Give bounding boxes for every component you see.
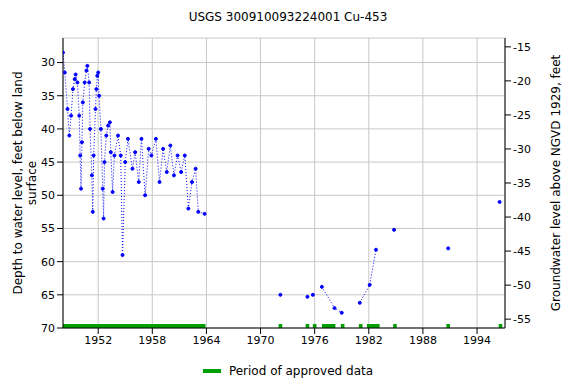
html-text:surface: surface — [25, 160, 39, 206]
svg-text:-25: -25 — [513, 109, 531, 122]
svg-text:70: 70 — [41, 322, 55, 335]
html-text:Depth to water level, feet bel: Depth to water level, feet below land — [11, 71, 25, 295]
svg-text:-50: -50 — [513, 279, 531, 292]
svg-text:50: 50 — [41, 189, 55, 202]
svg-text:-45: -45 — [513, 245, 531, 258]
svg-text:35: 35 — [41, 90, 55, 103]
svg-text:1994: 1994 — [463, 334, 491, 347]
svg-text:1970: 1970 — [247, 334, 275, 347]
svg-text:1982: 1982 — [355, 334, 383, 347]
html-text:Period of approved data: Period of approved data — [228, 364, 374, 378]
svg-text:45: 45 — [41, 156, 55, 169]
svg-text:-20: -20 — [513, 75, 531, 88]
svg-text:30: 30 — [41, 56, 55, 69]
svg-text:-30: -30 — [513, 143, 531, 156]
svg-text:60: 60 — [41, 256, 55, 269]
svg-text:-55: -55 — [513, 313, 531, 326]
svg-text:-35: -35 — [513, 177, 531, 190]
svg-text:1964: 1964 — [192, 334, 220, 347]
svg-text:55: 55 — [41, 222, 55, 235]
html-text:USGS 300910093224001 Cu-453: USGS 300910093224001 Cu-453 — [188, 10, 388, 24]
svg-text:-40: -40 — [513, 211, 531, 224]
svg-text:1958: 1958 — [138, 334, 166, 347]
html-text:Groundwater level above NGVD 1: Groundwater level above NGVD 1929, feet — [549, 54, 563, 312]
svg-text:1976: 1976 — [301, 334, 329, 347]
svg-text:65: 65 — [41, 289, 55, 302]
svg-text:40: 40 — [41, 123, 55, 136]
svg-text:1952: 1952 — [84, 334, 112, 347]
svg-text:1988: 1988 — [409, 334, 437, 347]
svg-text:-15: -15 — [513, 41, 531, 54]
